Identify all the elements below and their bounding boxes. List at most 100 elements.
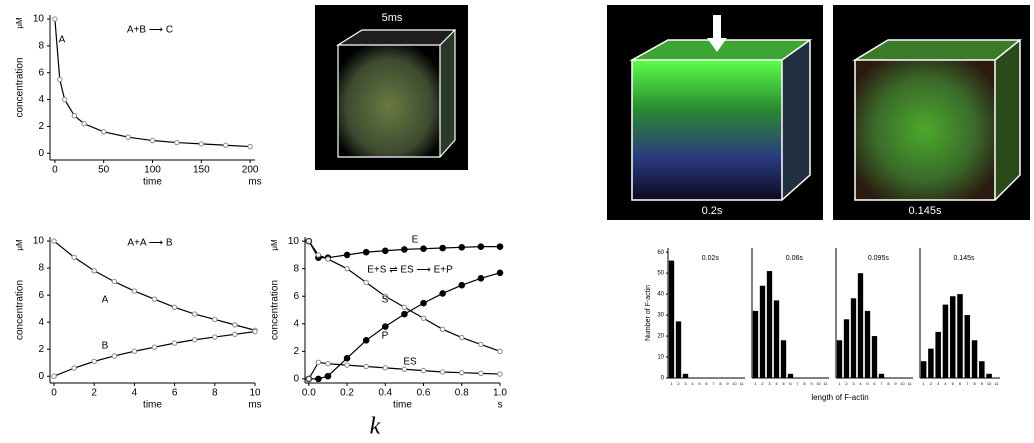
bar — [871, 336, 878, 378]
x-axis-label: time — [143, 177, 162, 188]
data-point — [459, 334, 465, 341]
x-tick-label: 11 — [994, 381, 999, 386]
x-axis-unit: ms — [248, 177, 261, 188]
x-tick-label: 8 — [973, 381, 976, 386]
data-point — [71, 365, 77, 371]
series-label: ES — [403, 357, 417, 368]
data-point — [91, 358, 97, 365]
data-point — [362, 248, 370, 256]
annotation: A+B ⟶ C — [127, 25, 173, 36]
x-tick-label: 3 — [768, 381, 771, 386]
bar — [787, 373, 794, 378]
x-tick-label: 9 — [894, 381, 897, 386]
data-point — [381, 323, 389, 330]
y-tick-label: 6 — [293, 291, 299, 302]
y-axis-label: Number of F-actin — [645, 285, 652, 341]
x-tick-label: 6 — [705, 381, 708, 386]
bar — [949, 296, 956, 378]
y-tick-label: 50 — [657, 271, 664, 277]
data-point — [171, 340, 178, 346]
data-point — [232, 322, 238, 328]
x-tick-label: 7 — [880, 381, 883, 386]
y-tick-label: 8 — [38, 263, 44, 274]
x-tick-label: 2 — [677, 381, 680, 386]
y-tick-label: 2 — [293, 346, 299, 357]
x-tick-label: 8 — [719, 381, 722, 386]
data-point — [71, 112, 78, 119]
bar — [773, 300, 780, 378]
x-tick-label: 200 — [242, 165, 259, 176]
annotation: A+A ⟶ B — [127, 238, 173, 249]
data-point — [343, 251, 351, 259]
bar — [850, 298, 857, 378]
y-tick-label: 6 — [38, 290, 44, 301]
y-axis-label: concentration — [15, 57, 26, 117]
x-tick-label: 10 — [732, 381, 737, 386]
bar — [668, 260, 675, 378]
bar — [857, 273, 864, 378]
bar — [920, 361, 927, 378]
x-tick-label: 3 — [852, 381, 855, 386]
data-point — [439, 326, 446, 332]
data-point — [497, 371, 503, 377]
data-point — [91, 268, 97, 274]
y-tick-label: 40 — [657, 292, 664, 298]
data-point — [343, 354, 351, 362]
x-tick-label: 5 — [782, 381, 785, 386]
panel-title: 0.095s — [868, 255, 890, 262]
x-tick-label: 2 — [761, 381, 764, 386]
x-tick-label: 5 — [866, 381, 869, 386]
data-point — [325, 256, 331, 262]
data-point — [198, 141, 205, 147]
series-label: A — [59, 35, 66, 46]
y-axis-unit: μM — [15, 239, 24, 251]
data-point — [52, 16, 58, 22]
data-point — [71, 254, 77, 260]
x-tick-label: 3 — [684, 381, 687, 386]
y-tick-label: 2 — [38, 344, 44, 355]
data-point — [192, 337, 198, 343]
x-axis-unit: s — [498, 400, 503, 411]
x-tick-label: 10 — [816, 381, 821, 386]
y-tick-label: 2 — [38, 121, 44, 132]
data-point — [381, 247, 389, 255]
x-tick-label: 4 — [775, 381, 778, 386]
bar — [942, 304, 949, 378]
bar — [752, 310, 759, 378]
x-tick-label: 10 — [987, 381, 992, 386]
x-tick-label: 150 — [193, 165, 210, 176]
x-tick-label: 6 — [789, 381, 792, 386]
data-point — [477, 243, 485, 250]
y-tick-label: 0 — [661, 376, 665, 382]
data-point — [100, 129, 107, 135]
data-point — [315, 252, 322, 258]
data-point — [363, 363, 369, 370]
x-tick-label: 0.2 — [340, 388, 354, 399]
data-point — [496, 243, 504, 250]
image-caption: 0.145s — [908, 205, 942, 217]
data-point — [174, 139, 180, 146]
bar — [780, 340, 787, 378]
data-point — [149, 137, 156, 144]
data-point — [363, 279, 369, 286]
data-point — [51, 238, 57, 244]
data-point — [324, 372, 332, 380]
y-axis-label: concentration — [15, 280, 26, 340]
x-tick-label: 5 — [952, 381, 955, 386]
x-tick-label: 11 — [907, 381, 912, 386]
x-tick-label: 10 — [900, 381, 905, 386]
y-tick-label: 0 — [38, 371, 44, 382]
y-axis-unit: μM — [15, 17, 24, 29]
data-point — [401, 366, 408, 372]
x-tick-label: 6 — [172, 388, 178, 399]
x-tick-label: 0.4 — [378, 388, 392, 399]
data-point — [171, 304, 178, 310]
data-point — [458, 244, 466, 251]
data-point — [81, 121, 87, 127]
bar — [864, 310, 871, 378]
data-point — [223, 142, 229, 148]
data-point — [232, 331, 238, 338]
x-tick-label: 1 — [670, 381, 673, 386]
y-tick-label: 20 — [657, 334, 664, 340]
bar — [878, 373, 885, 378]
